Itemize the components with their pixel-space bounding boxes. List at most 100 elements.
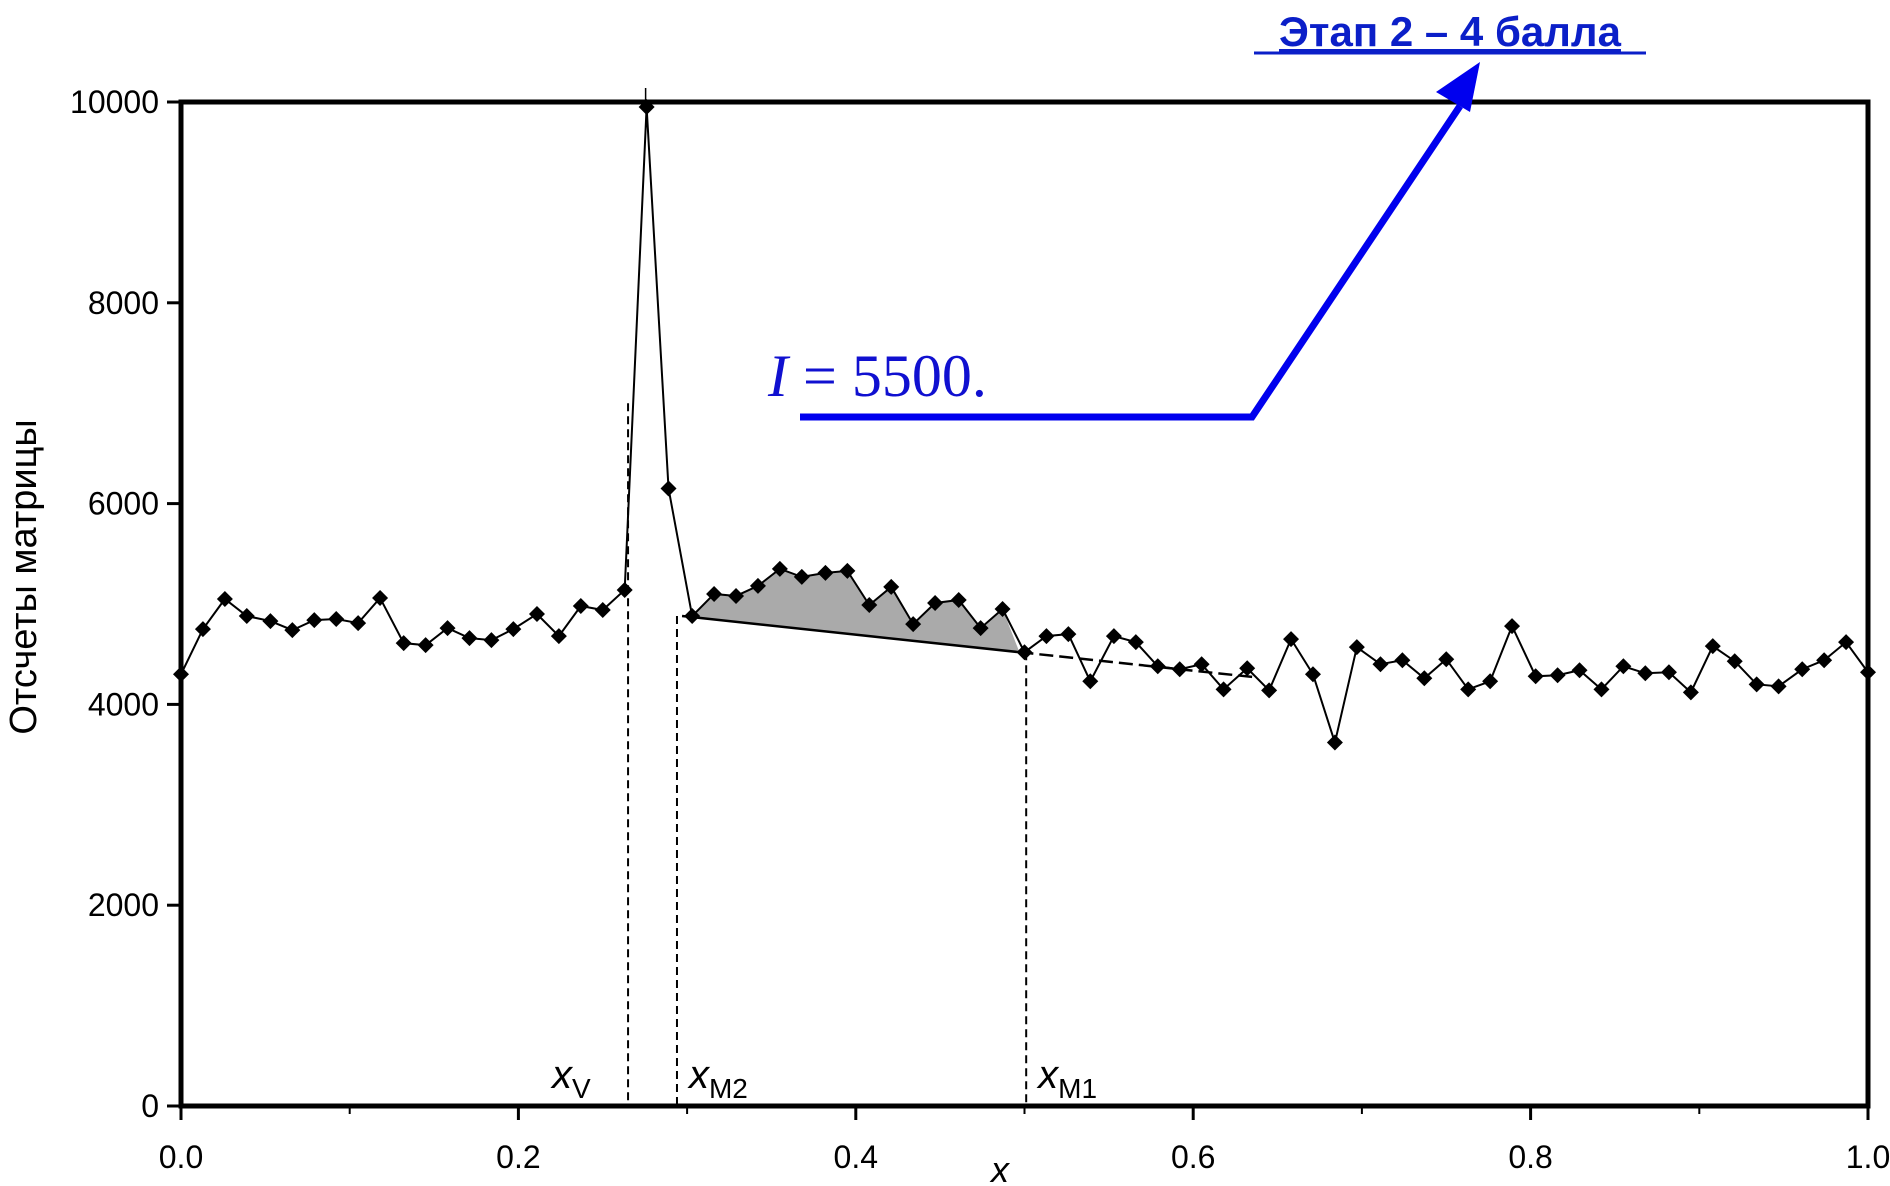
annotation-arrow-line <box>800 104 1463 421</box>
marker-label-sub: V <box>572 1073 591 1104</box>
data-point <box>839 562 856 579</box>
data-point <box>372 589 389 606</box>
data-point <box>1838 634 1855 651</box>
baseline-line <box>681 614 1020 654</box>
annotation-rest-part: = 5500. <box>788 343 987 409</box>
x-tick-label: 0.8 <box>1508 1139 1552 1175</box>
data-point <box>1504 618 1521 635</box>
data-point <box>194 621 211 638</box>
data-point <box>1482 673 1499 690</box>
data-point <box>262 613 279 630</box>
data-point <box>461 630 478 647</box>
data-point <box>1726 653 1743 670</box>
data-point <box>861 597 878 614</box>
data-point <box>1394 652 1411 669</box>
annotation-arrowhead-icon <box>1436 62 1480 112</box>
integrated-area <box>682 568 1020 653</box>
data-point <box>1704 638 1721 655</box>
data-point <box>238 608 255 625</box>
data-point <box>1660 664 1677 681</box>
data-point <box>1816 652 1833 669</box>
data-point <box>660 480 677 497</box>
data-point <box>528 606 545 623</box>
data-point <box>1016 644 1033 661</box>
data-point <box>972 620 989 637</box>
x-tick-label: 0.0 <box>159 1139 203 1175</box>
data-point <box>1615 658 1632 675</box>
data-point <box>1372 656 1389 673</box>
data-point <box>1060 626 1077 643</box>
data-point <box>328 611 345 628</box>
y-axis-title: Отсчеты матрицы <box>3 419 45 734</box>
data-point <box>1593 681 1610 698</box>
data-point <box>1416 670 1433 687</box>
annotation-value-label: I = 5500. <box>767 343 987 409</box>
y-tick-label: 4000 <box>88 686 159 722</box>
x-tick-label: 1.0 <box>1846 1139 1890 1175</box>
data-point <box>1171 661 1188 678</box>
axis-ticks-layer: 0 2000 4000 6000 8000 10000 0.0 0.2 0.4 0.6 0.8 1.0 <box>70 84 1890 1175</box>
data-point <box>1748 676 1765 693</box>
data-point <box>1215 681 1232 698</box>
data-point <box>1082 673 1099 690</box>
data-point <box>883 578 900 595</box>
data-point <box>684 608 701 625</box>
data-point <box>793 568 810 585</box>
marker-label-main: x <box>550 1053 574 1097</box>
data-point <box>1794 661 1811 678</box>
stage-label: Этап 2 – 4 балла <box>1279 8 1622 55</box>
x-tick-label: 0.4 <box>834 1139 878 1175</box>
data-point <box>483 632 500 649</box>
data-point <box>1105 628 1122 645</box>
annotation-italic-part: I <box>767 343 791 409</box>
integrated-area-layer <box>682 568 1020 653</box>
data-point <box>706 585 723 602</box>
baseline-extension <box>1019 650 1256 679</box>
data-point <box>728 587 745 604</box>
marker-label-main: x <box>1036 1053 1060 1097</box>
data-point <box>1460 681 1477 698</box>
marker-label-sub: M2 <box>709 1073 748 1104</box>
x-tick-label: 0.6 <box>1171 1139 1215 1175</box>
plot-border <box>178 99 1871 1109</box>
data-point <box>771 560 788 577</box>
data-point <box>950 591 967 608</box>
y-tick-label: 6000 <box>88 486 159 522</box>
data-point <box>1038 628 1055 645</box>
data-point <box>1571 662 1588 679</box>
marker-label-main: x <box>687 1053 711 1097</box>
data-point <box>1438 651 1455 668</box>
data-point <box>1682 684 1699 701</box>
marker-label-m2: xM2 <box>687 1053 748 1104</box>
data-point <box>306 612 323 629</box>
data-point <box>749 577 766 594</box>
marker-label-m1: xM1 <box>1036 1053 1097 1104</box>
data-point <box>417 637 434 654</box>
data-point <box>1326 734 1343 751</box>
data-point <box>1283 631 1300 648</box>
data-point <box>1637 665 1654 682</box>
data-point <box>505 621 522 638</box>
data-point <box>1348 639 1365 656</box>
data-point <box>994 601 1011 618</box>
marker-label-sub: M1 <box>1058 1073 1097 1104</box>
data-point <box>1527 668 1544 685</box>
data-point <box>216 590 233 607</box>
data-point <box>550 628 567 645</box>
marker-label-v: xV <box>550 1053 591 1104</box>
data-point <box>572 598 589 615</box>
data-point <box>1261 682 1278 699</box>
data-point <box>817 564 834 581</box>
marker-labels-layer: xV xM2 xM1 <box>550 1053 1097 1104</box>
plot-frame <box>178 99 1871 1109</box>
data-point <box>395 635 412 652</box>
data-point <box>1239 660 1256 677</box>
y-tick-label: 8000 <box>88 285 159 321</box>
data-point <box>1770 678 1787 695</box>
data-point <box>1193 656 1210 673</box>
data-point <box>439 620 456 637</box>
x-tick-label: 0.2 <box>496 1139 540 1175</box>
series-layer <box>173 99 1876 751</box>
data-point <box>1149 658 1166 675</box>
data-point <box>284 622 301 639</box>
